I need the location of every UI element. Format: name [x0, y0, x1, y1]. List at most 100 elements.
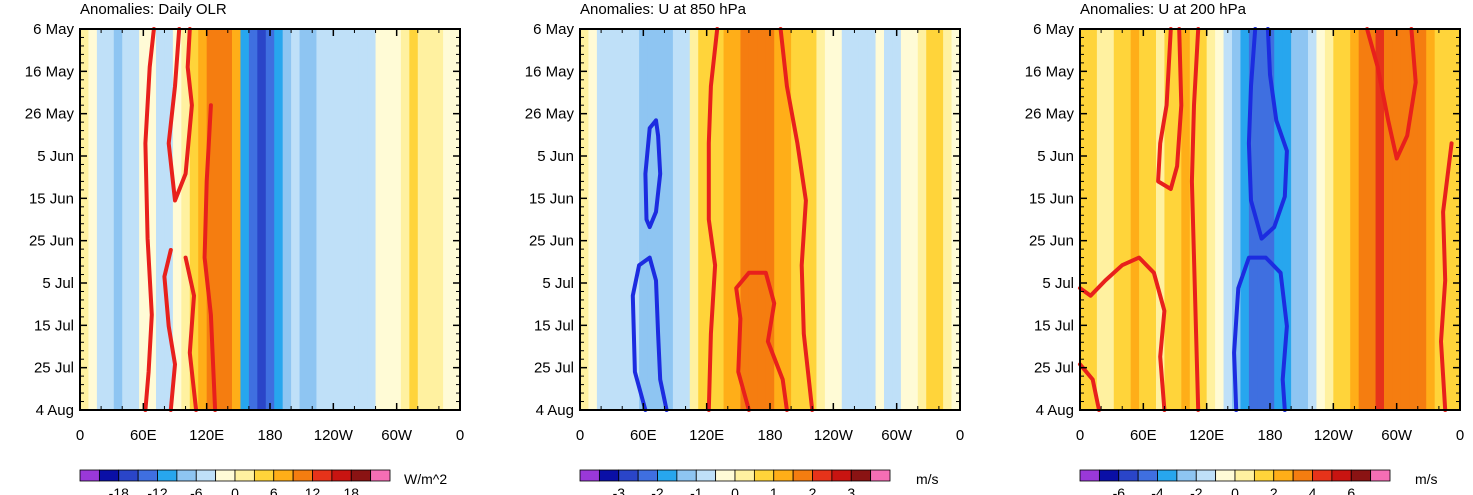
heatmap-cell [748, 29, 758, 410]
heatmap-cell [715, 29, 725, 410]
y-tick-label: 6 May [533, 21, 574, 38]
red-contour-line [1365, 27, 1418, 161]
colorbar-swatch [195, 469, 217, 482]
x-tick-label: 0 [76, 427, 84, 444]
heatmap-cell [841, 29, 851, 410]
heatmap-cell [181, 29, 191, 410]
colorbar-swatch [292, 469, 313, 482]
y-tick-label: 15 Jul [534, 317, 574, 334]
y-axis: 6 May 16 May 26 May 5 Jun 15 Jun 25 Jun 5 Jul 1… [25, 21, 460, 419]
heatmap-cell [1080, 29, 1090, 410]
heatmap-cell [1215, 29, 1225, 410]
contour-lines [630, 27, 815, 412]
colorbar-units: m/s [1415, 471, 1438, 487]
colorbar-swatch [773, 469, 794, 482]
colorbar-swatch [1079, 469, 1100, 482]
panel-title: Anomalies: Daily OLR [80, 1, 227, 18]
colorbar-swatch [234, 469, 255, 482]
heatmap-cell [934, 29, 944, 410]
red-contour-line [166, 27, 194, 203]
y-tick-label: 6 May [33, 21, 74, 38]
colorbar-swatch [637, 469, 658, 482]
y-tick-label: 5 Jun [537, 148, 574, 165]
red-contour-line [1078, 255, 1167, 412]
heatmap-cell [1164, 29, 1174, 410]
colorbar-swatch [157, 469, 178, 482]
y-tick-label: 26 May [25, 106, 75, 123]
heatmap-cell [1206, 29, 1216, 410]
heatmap-cell [426, 29, 436, 410]
y-tick-label: 25 Jul [1034, 360, 1074, 377]
colorbar-swatch [331, 469, 352, 482]
heatmap-cell [147, 29, 157, 410]
y-tick-label: 5 Jul [42, 275, 74, 292]
colorbar-label: 3 [847, 485, 855, 495]
heatmap-cell [622, 29, 632, 410]
y-tick-label: 15 Jul [34, 317, 74, 334]
red-contour-line [706, 27, 720, 412]
heatmap-cell [198, 29, 208, 410]
heatmap-cell [1384, 29, 1394, 410]
panel-title: Anomalies: U at 200 hPa [1080, 1, 1247, 18]
heatmap-cell [774, 29, 784, 410]
colorbar-swatch [273, 469, 294, 482]
heatmap-cell [757, 29, 767, 410]
colorbar-swatch [734, 469, 755, 482]
colorbar-label: 18 [344, 485, 360, 495]
heatmap-cell [706, 29, 716, 410]
heatmap-cell [833, 29, 843, 410]
colorbar-swatch [1176, 469, 1197, 482]
red-contour-line [202, 103, 218, 412]
heatmap-cell [1139, 29, 1149, 410]
heatmap-cell [1198, 29, 1208, 410]
panel-title: Anomalies: U at 850 hPa [580, 1, 747, 18]
heatmap-cell [113, 29, 123, 410]
x-tick-label: 60E [1130, 427, 1157, 444]
heatmap-cell [1240, 29, 1250, 410]
heatmap-cell [1443, 29, 1453, 410]
heatmap-cell [164, 29, 174, 410]
y-tick-label: 26 May [1025, 106, 1075, 123]
heatmap-cell [384, 29, 394, 410]
colorbar-swatch [618, 469, 639, 482]
colorbar-swatch [1098, 469, 1120, 482]
y-tick-label: 5 Jun [1037, 148, 1074, 165]
heatmap-cell [400, 29, 410, 410]
colorbar-swatch [695, 469, 717, 482]
heatmap-cell [122, 29, 132, 410]
y-tick-label: 16 May [525, 63, 575, 80]
colorbar-swatch [812, 469, 833, 482]
colorbar-swatch [753, 469, 775, 482]
y-tick-label: 6 May [1033, 21, 1074, 38]
x-axis: 0 60E 120E 180 120W 60W 0 [76, 29, 464, 444]
heatmap-cell [664, 29, 674, 410]
heatmap-cell [639, 29, 649, 410]
heatmap-cell [350, 29, 360, 410]
blue-contour-line [643, 118, 663, 230]
heatmap-cell [816, 29, 826, 410]
heatmap-cell [130, 29, 140, 410]
heatmap-cell [943, 29, 953, 410]
heatmap-cell [1392, 29, 1402, 410]
y-tick-label: 15 Jul [1034, 317, 1074, 334]
heatmap-cell [223, 29, 233, 410]
heatmap-cell [333, 29, 343, 410]
heatmap-cell [909, 29, 919, 410]
heatmap-cell [875, 29, 885, 410]
colorbar-swatch [1331, 469, 1352, 482]
colorbar-swatch [657, 469, 678, 482]
x-tick-label: 0 [1076, 427, 1084, 444]
heatmap-cell [698, 29, 708, 410]
y-axis: 6 May 16 May 26 May 5 Jun 15 Jun 25 Jun 5 Jul 1… [1025, 21, 1460, 419]
heatmap-cell [367, 29, 377, 410]
colorbar-swatch [370, 469, 391, 482]
heatmap-cell [443, 29, 453, 410]
colorbar: -3 -2 -1 0 1 2 3 [579, 469, 891, 495]
red-contour-line [162, 248, 177, 412]
heatmap-cell [951, 29, 960, 410]
heatmap-cell [656, 29, 666, 410]
blue-contour-line [1232, 255, 1289, 412]
heatmap-cell [850, 29, 860, 410]
heatmap-cell [451, 29, 460, 410]
